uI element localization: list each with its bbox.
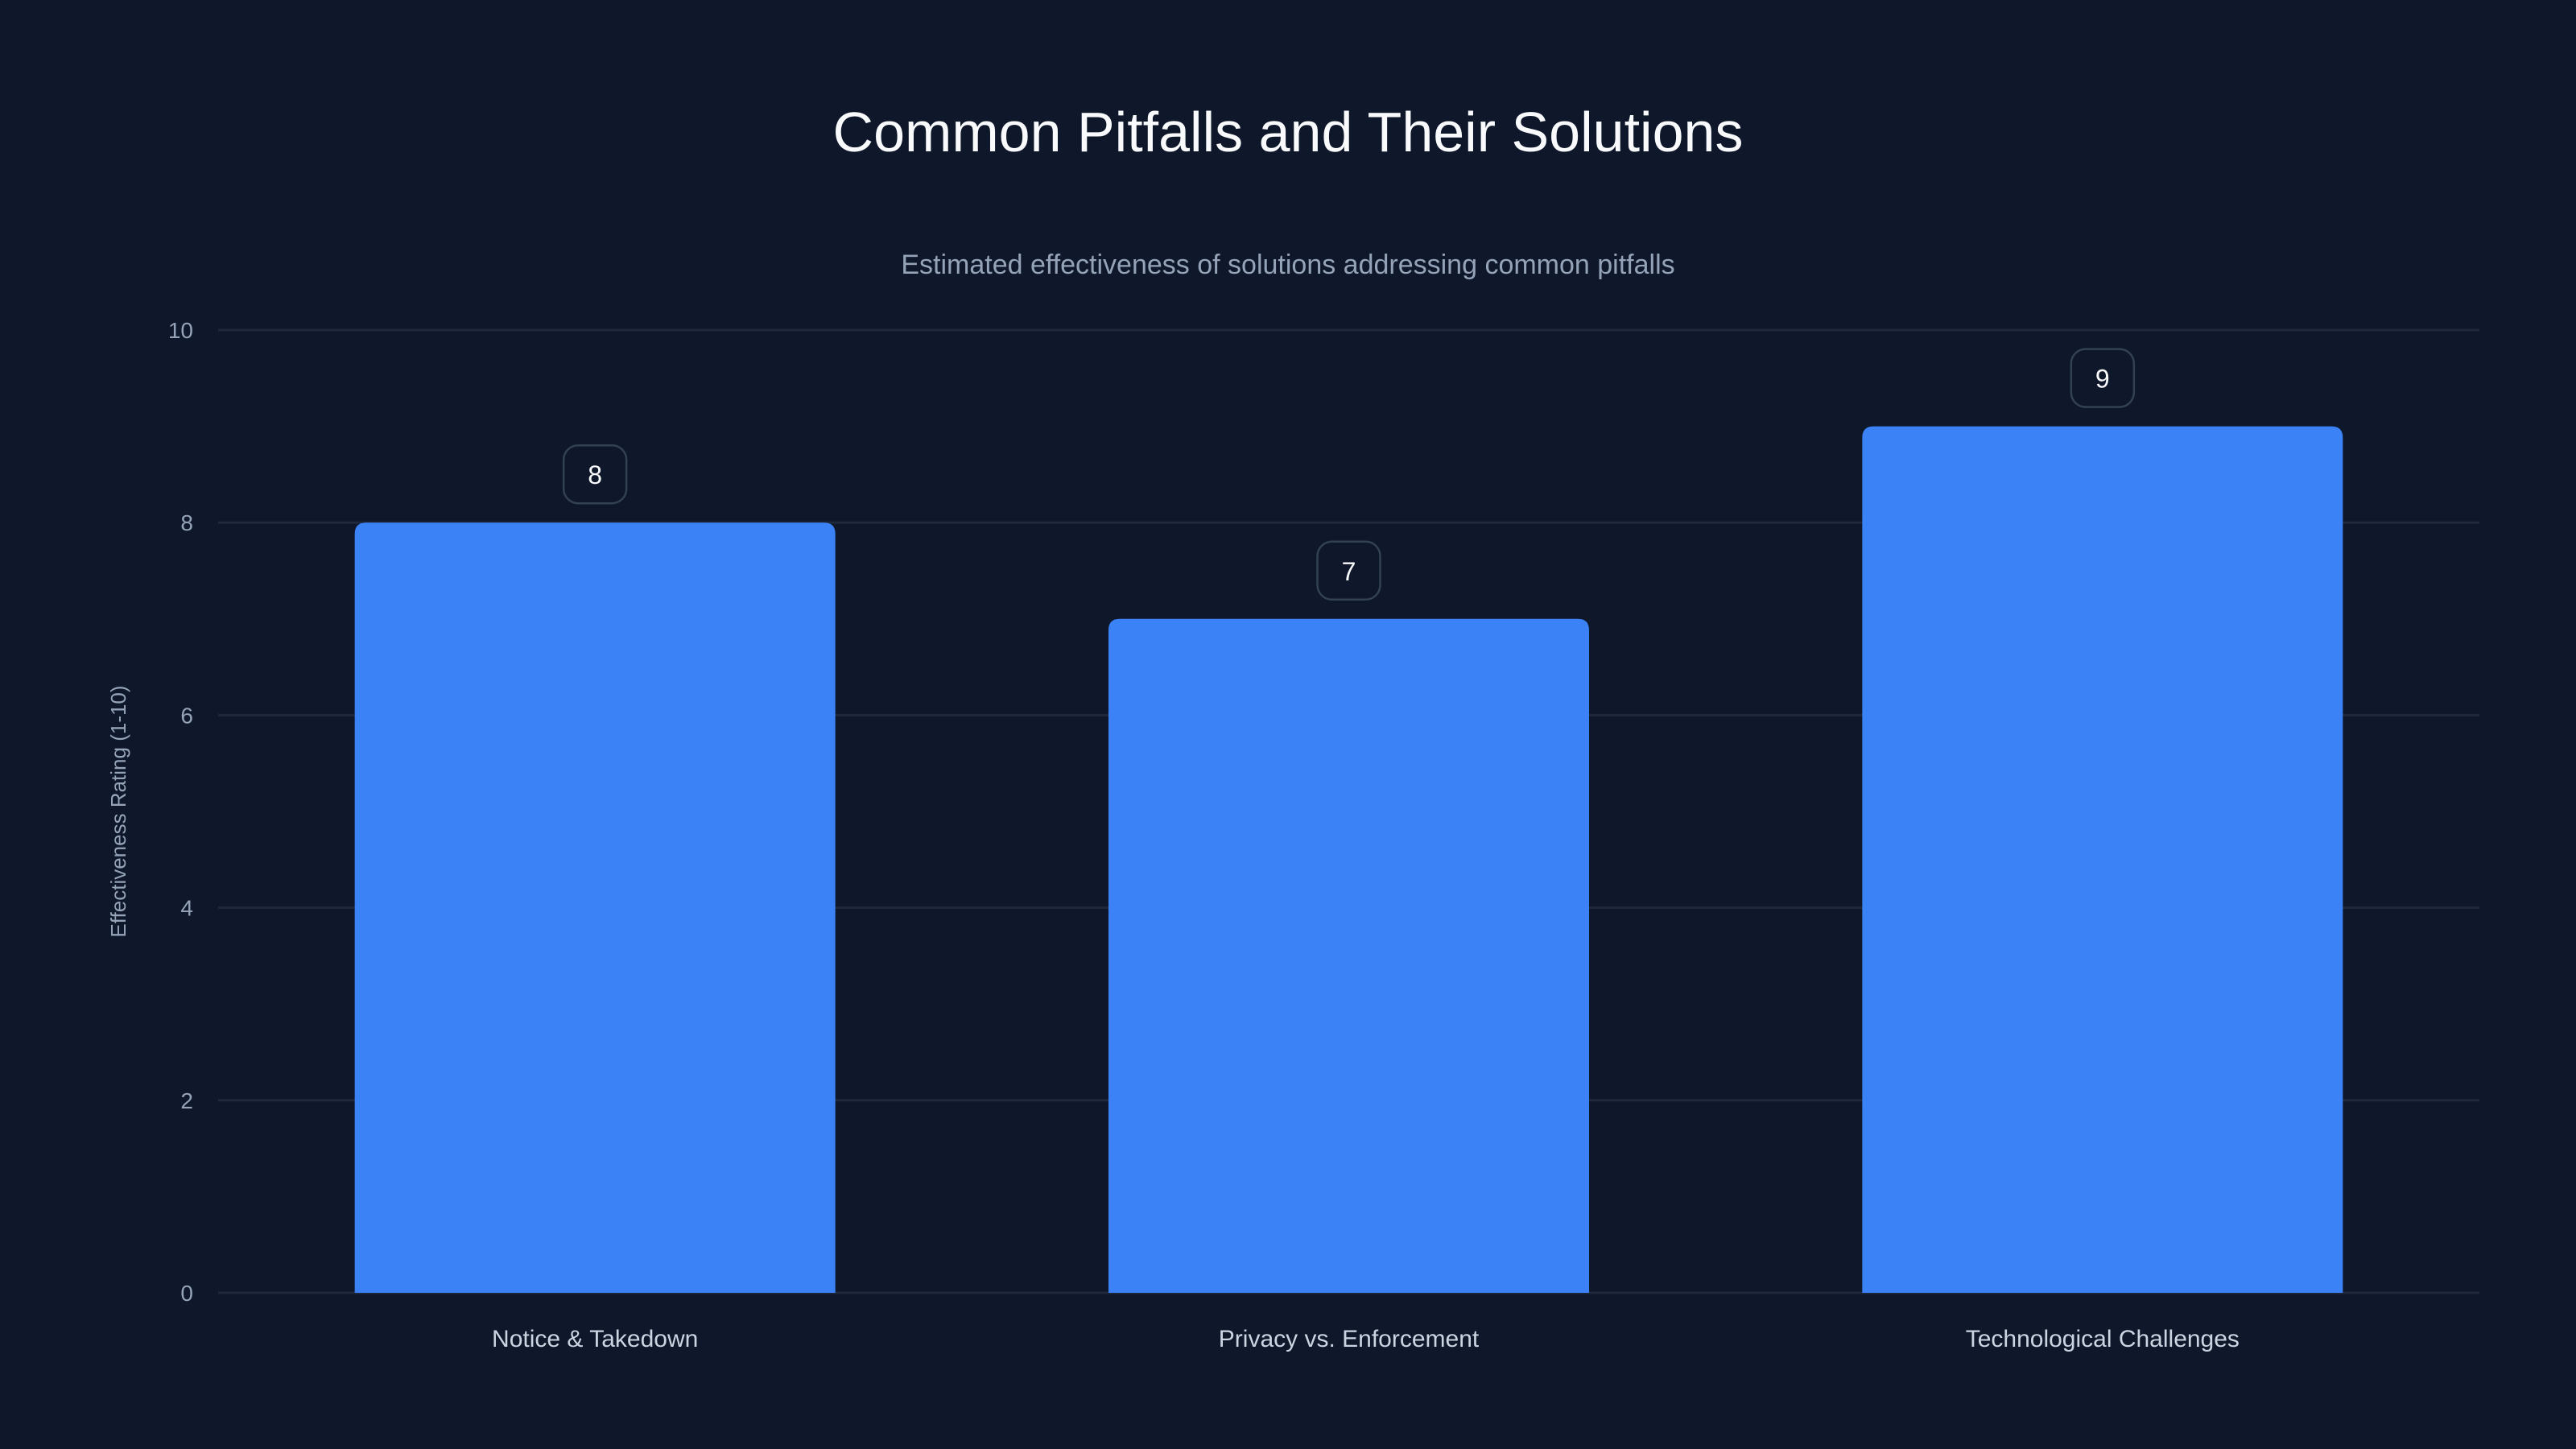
data-label: 9 (2095, 365, 2110, 394)
bar (1108, 618, 1589, 1293)
data-label-box (2070, 348, 2136, 408)
y-tick-label: 10 (168, 318, 193, 343)
y-tick-label: 8 (180, 510, 193, 535)
data-label: 7 (1342, 557, 1356, 586)
chart-subtitle: Estimated effectiveness of solutions add… (901, 250, 1674, 280)
x-tick-label: Technological Challenges (1966, 1326, 2240, 1352)
bar (354, 522, 836, 1293)
y-tick-label: 2 (180, 1088, 193, 1113)
data-label: 8 (588, 460, 602, 489)
bar (1862, 426, 2343, 1293)
y-tick-label: 0 (180, 1281, 193, 1306)
data-label-box (1316, 540, 1381, 601)
y-tick-label: 6 (180, 703, 193, 728)
data-label-box (562, 444, 628, 505)
x-tick-label: Privacy vs. Enforcement (1219, 1326, 1480, 1352)
y-tick-label: 4 (180, 896, 193, 921)
x-tick-label: Notice & Takedown (492, 1326, 698, 1352)
y-axis-label: Effectiveness Rating (1-10) (106, 685, 130, 937)
chart-title: Common Pitfalls and Their Solutions (833, 101, 1744, 163)
